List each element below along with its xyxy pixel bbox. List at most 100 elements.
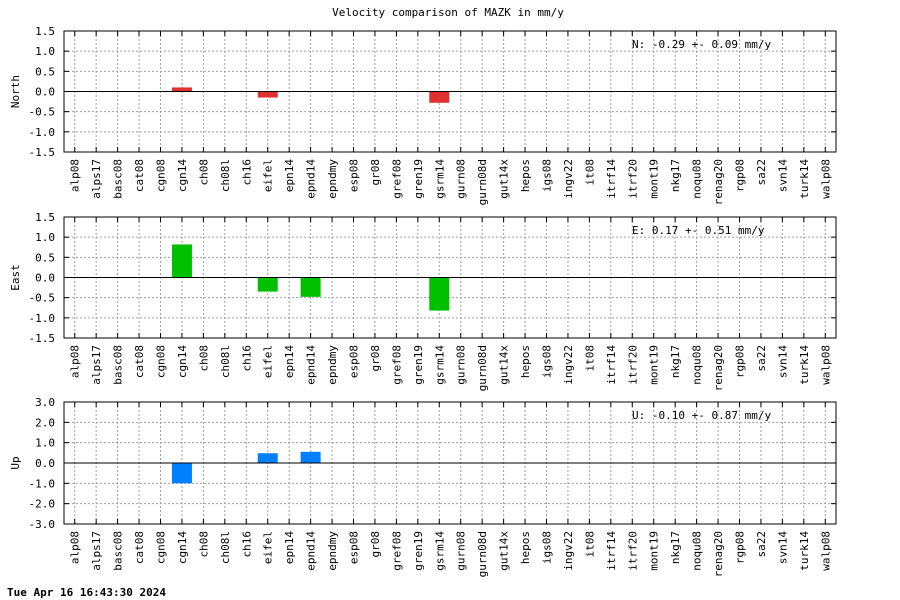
x-tick-label: itrf14 [605, 159, 618, 199]
y-tick-label: 1.5 [35, 211, 55, 224]
x-tick-label: ch08l [219, 159, 232, 192]
x-tick-label: alps17 [90, 159, 103, 199]
y-tick-label: 0.0 [35, 86, 55, 99]
x-tick-label: epn14 [283, 345, 296, 378]
x-tick-label: ch08 [197, 345, 210, 372]
x-tick-label: igs08 [541, 345, 554, 378]
y-tick-label: 3.0 [35, 396, 55, 409]
x-tick-label: gren19 [412, 531, 425, 571]
x-tick-label: cgn14 [176, 159, 189, 192]
x-tick-label: basc08 [112, 159, 125, 199]
y-tick-label: -0.5 [29, 106, 56, 119]
x-tick-label: gut14x [498, 345, 511, 385]
x-tick-label: alp08 [69, 345, 82, 378]
x-tick-label: esp08 [348, 531, 361, 564]
x-tick-label: gsrm14 [433, 531, 446, 571]
x-tick-label: turk14 [798, 159, 811, 199]
bar-epnd14 [300, 451, 321, 463]
x-tick-label: ingv22 [562, 159, 575, 199]
x-tick-label: noqu08 [691, 159, 704, 199]
bar-gsrm14 [429, 277, 450, 311]
bar-cgn14 [171, 87, 192, 92]
y-tick-label: -1.0 [29, 312, 56, 325]
x-tick-label: epndmy [326, 531, 339, 571]
y-axis-label: East [9, 264, 22, 291]
x-tick-label: nkg17 [669, 531, 682, 564]
y-tick-label: 1.0 [35, 45, 55, 58]
x-tick-label: esp08 [348, 159, 361, 192]
y-tick-label: 0.0 [35, 457, 55, 470]
bar-eifel [257, 453, 278, 463]
bar-cgn14 [171, 463, 192, 484]
x-tick-label: alps17 [90, 531, 103, 571]
bar-gsrm14 [429, 91, 450, 103]
x-tick-label: gsrm14 [433, 159, 446, 199]
x-tick-label: itrf20 [626, 345, 639, 385]
x-tick-label: ch16 [240, 345, 253, 372]
x-tick-label: epnd14 [305, 345, 318, 385]
y-tick-label: -3.0 [29, 518, 56, 531]
plot-frame [63, 401, 837, 525]
y-tick-label: 2.0 [35, 416, 55, 429]
panel-north: 1.5 1.0 0.5 0.0 -0.5 -1.0 -1.5 alp08 alps17 basc0… [9, 25, 837, 205]
x-tick-label: esp08 [348, 345, 361, 378]
x-tick-label: epn14 [283, 531, 296, 564]
x-tick-label: epndmy [326, 345, 339, 385]
x-tick-label: gsrm14 [433, 345, 446, 385]
x-tick-label: gurn08d [476, 345, 489, 391]
x-tick-label: cgn08 [155, 531, 168, 564]
x-tick-label: itrf20 [626, 531, 639, 571]
x-tick-label: ch08 [197, 531, 210, 558]
plot-frame [63, 216, 837, 339]
x-tick-label: igs08 [541, 531, 554, 564]
y-tick-label: -1.0 [29, 126, 56, 139]
x-tick-label: alp08 [69, 531, 82, 564]
x-tick-label: cgn14 [176, 345, 189, 378]
chart-title: Velocity comparison of MAZK in mm/y [332, 6, 564, 19]
x-tick-label: renag20 [712, 159, 725, 205]
x-tick-label: mont19 [648, 531, 661, 571]
x-tick-label: gren19 [412, 345, 425, 385]
x-tick-label: hepos [519, 159, 532, 192]
panel-up: 3.0 2.0 1.0 0.0 -1.0 -2.0 -3.0 alp08 alps17 basc0… [9, 396, 837, 577]
x-tick-label: sa22 [755, 345, 768, 372]
x-tick-label: itrf14 [605, 345, 618, 385]
x-tick-label: walp08 [819, 345, 832, 385]
x-tick-label: gref08 [390, 159, 403, 199]
x-tick-label: cat08 [133, 159, 146, 192]
bar-eifel [257, 277, 278, 292]
x-tick-label: sa22 [755, 159, 768, 186]
y-tick-label: -0.5 [29, 292, 56, 305]
y-tick-label: -1.0 [29, 477, 56, 490]
x-tick-label: walp08 [819, 159, 832, 199]
y-tick-label: 0.0 [35, 272, 55, 285]
y-tick-label: -1.5 [29, 146, 56, 159]
x-tick-label: renag20 [712, 345, 725, 391]
x-tick-label: gref08 [390, 531, 403, 571]
x-tick-label: itrf14 [605, 531, 618, 571]
x-tick-label: turk14 [798, 345, 811, 385]
x-tick-label: epndmy [326, 159, 339, 199]
x-tick-label: it08 [583, 531, 596, 558]
y-tick-label: 1.0 [35, 231, 55, 244]
x-tick-label: gurn08d [476, 531, 489, 577]
bar-cgn14 [171, 244, 192, 278]
bar-epnd14 [300, 277, 321, 297]
x-tick-label: gren19 [412, 159, 425, 199]
x-tick-label: renag20 [712, 531, 725, 577]
x-tick-label: ingv22 [562, 345, 575, 385]
x-tick-label: epnd14 [305, 159, 318, 199]
x-tick-label: itrf20 [626, 159, 639, 199]
x-tick-label: noqu08 [691, 531, 704, 571]
x-tick-label: sa22 [755, 531, 768, 558]
x-tick-label: ch16 [240, 159, 253, 186]
x-tick-label: ch08 [197, 159, 210, 186]
x-tick-label: ch08l [219, 345, 232, 378]
x-tick-label: svn14 [776, 159, 789, 192]
x-tick-label: svn14 [776, 345, 789, 378]
x-tick-label: cgn08 [155, 345, 168, 378]
x-tick-label: hepos [519, 345, 532, 378]
x-tick-label: gr08 [369, 531, 382, 558]
x-tick-label: basc08 [112, 531, 125, 571]
